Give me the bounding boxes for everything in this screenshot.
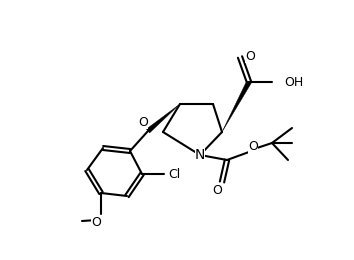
Text: O: O [212,184,222,197]
Text: O: O [248,140,258,153]
Text: O: O [91,216,101,229]
Text: OH: OH [284,75,303,88]
Text: N: N [195,148,205,162]
Text: O: O [245,49,255,62]
Text: O: O [138,115,148,128]
Text: Cl: Cl [168,167,180,180]
Polygon shape [147,104,180,133]
Polygon shape [222,81,251,132]
